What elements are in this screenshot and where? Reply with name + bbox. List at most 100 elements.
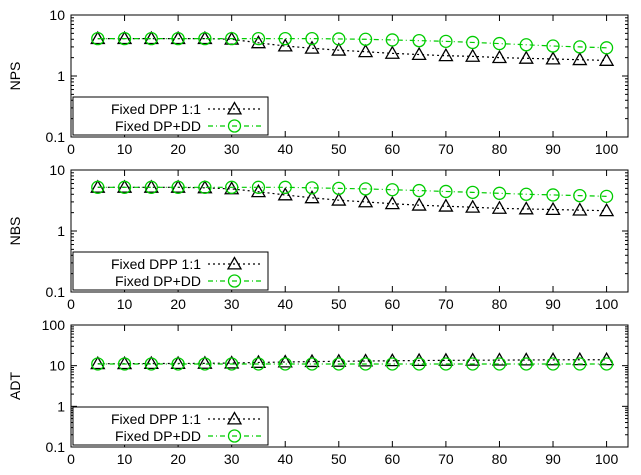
data-point-circle — [251, 180, 266, 194]
legend-marker-triangle — [226, 411, 243, 425]
x-tick-label: 80 — [492, 141, 508, 157]
x-tick-label: 70 — [438, 451, 454, 467]
x-tick-label: 20 — [170, 141, 186, 157]
x-tick-label: 70 — [438, 296, 454, 312]
legend-label: Fixed DP+DD — [115, 118, 201, 134]
data-point-triangle — [572, 351, 588, 366]
data-point-triangle — [384, 195, 400, 210]
data-point-circle — [91, 180, 105, 194]
data-point-circle — [278, 180, 292, 194]
series-line — [97, 186, 607, 212]
data-point-circle — [278, 357, 292, 371]
data-point-circle — [599, 357, 614, 371]
data-point-triangle — [277, 354, 293, 368]
x-tick-label: 60 — [385, 141, 401, 157]
data-point-triangle — [143, 179, 159, 193]
legend-marker-triangle — [226, 256, 243, 270]
data-point-circle — [466, 35, 480, 50]
data-point-circle — [573, 40, 587, 54]
y-tick-label: 100 — [42, 317, 66, 333]
x-tick-label: 80 — [492, 451, 508, 467]
data-point-circle — [91, 357, 105, 371]
x-tick-label: 10 — [117, 451, 133, 467]
data-point-circle — [546, 357, 560, 371]
data-point-triangle — [465, 199, 481, 213]
data-point-circle — [198, 31, 212, 46]
x-tick-label: 30 — [224, 451, 240, 467]
data-point-triangle — [357, 43, 374, 58]
series-fixed-dp-dd — [91, 31, 614, 55]
data-point-circle — [91, 31, 105, 46]
y-tick-label: 10 — [49, 358, 65, 374]
data-point-triangle — [384, 45, 400, 59]
x-tick-label: 10 — [117, 141, 133, 157]
data-point-circle — [332, 181, 346, 196]
data-point-circle — [519, 187, 533, 201]
data-point-circle — [358, 357, 373, 371]
x-tick-label: 80 — [492, 296, 508, 312]
data-point-triangle — [90, 179, 106, 193]
data-point-circle — [412, 357, 426, 371]
legend-label: Fixed DPP 1:1 — [111, 101, 201, 117]
data-point-triangle — [438, 198, 454, 212]
data-point-circle — [519, 38, 533, 52]
data-point-circle — [225, 180, 239, 194]
data-point-circle — [144, 180, 158, 194]
data-point-triangle — [357, 194, 374, 208]
data-point-circle — [358, 32, 373, 46]
x-tick-label: 90 — [545, 296, 561, 312]
x-tick-label: 0 — [67, 296, 75, 312]
legend-label: Fixed DPP 1:1 — [111, 256, 201, 272]
data-point-triangle — [491, 200, 508, 214]
data-point-triangle — [116, 179, 133, 193]
data-point-triangle — [518, 50, 534, 64]
data-point-circle — [573, 188, 587, 203]
data-point-triangle — [143, 30, 159, 45]
data-point-circle — [412, 33, 426, 48]
data-point-triangle — [384, 352, 400, 367]
data-point-circle — [144, 357, 158, 371]
data-point-circle — [171, 31, 185, 46]
data-point-triangle — [545, 201, 561, 216]
plot-frame — [70, 324, 629, 448]
data-point-triangle — [331, 42, 347, 56]
data-point-triangle — [438, 47, 454, 62]
data-point-circle — [332, 357, 346, 371]
data-point-triangle — [143, 355, 159, 370]
data-point-triangle — [518, 201, 534, 215]
data-point-circle — [278, 31, 292, 46]
data-point-circle — [385, 183, 399, 197]
data-point-circle — [305, 31, 319, 46]
y-tick-label: 10 — [49, 162, 65, 178]
data-point-triangle — [90, 355, 106, 370]
data-point-triangle — [331, 192, 347, 206]
data-point-circle — [573, 357, 587, 371]
y-tick-label: 1 — [57, 398, 65, 414]
x-tick-label: 90 — [545, 451, 561, 467]
y-tick-label: 10 — [49, 7, 65, 23]
y-axis-title: NPS — [7, 62, 23, 91]
legend-label: Fixed DP+DD — [115, 428, 201, 444]
x-tick-label: 40 — [277, 141, 293, 157]
data-point-triangle — [116, 355, 133, 370]
legend-label: Fixed DP+DD — [115, 273, 201, 289]
x-tick-label: 50 — [331, 141, 347, 157]
series-line — [97, 186, 607, 197]
data-point-triangle — [598, 351, 615, 366]
data-point-circle — [332, 32, 346, 46]
y-tick-label: 0.1 — [46, 129, 66, 145]
data-point-triangle — [411, 197, 427, 211]
data-point-circle — [492, 357, 507, 371]
x-tick-label: 60 — [385, 296, 401, 312]
data-point-triangle — [90, 30, 106, 45]
x-tick-label: 60 — [385, 451, 401, 467]
data-point-circle — [412, 183, 426, 198]
chart-panel-3: 0.11101000102030405060708090100ADTLoad (… — [7, 317, 629, 475]
legend-marker-circle — [227, 274, 242, 288]
series-fixed-dp-dd — [91, 357, 614, 371]
data-point-circle — [492, 36, 507, 51]
